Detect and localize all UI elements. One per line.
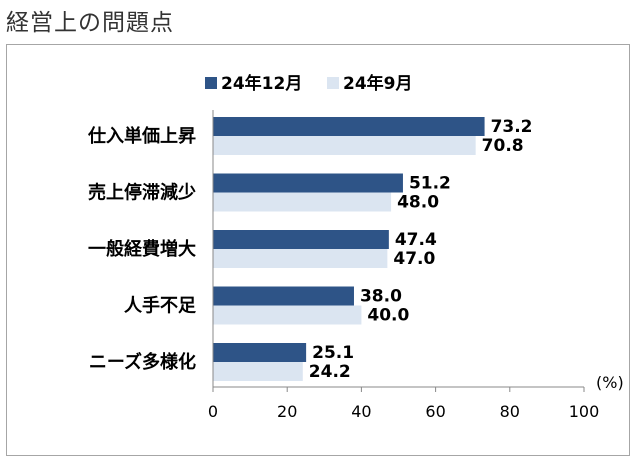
x-tick-label: 40 [351,402,371,421]
data-label: 51.2 [409,174,451,194]
legend: 24年12月 24年9月 [205,73,413,94]
data-label: 48.0 [397,193,439,213]
data-label: 47.4 [395,230,437,250]
category-label: 一般経費増大 [88,238,196,260]
data-label: 47.0 [393,249,435,269]
legend-label-1: 24年12月 [221,73,302,94]
x-tick-label: 100 [569,402,600,421]
data-label: 70.8 [482,136,524,156]
data-label: 24.2 [309,362,351,382]
legend-label-2: 24年9月 [343,73,413,94]
category-label: ニーズ多様化 [89,351,196,373]
chart-frame [6,44,630,456]
x-tick-label: 80 [500,402,520,421]
bar [213,362,303,381]
plot-area: 仕入単価上昇 73.270.8 売上停滞減少 51.248.0 一般経費増大 47.447… [87,117,533,382]
bar [213,249,388,268]
x-tick-label: 60 [425,402,445,421]
bar [213,136,476,155]
data-label: 40.0 [367,306,409,326]
bar [213,173,403,193]
x-axis: 0 20 40 60 80 100 (%) [208,110,624,421]
bar [213,117,485,136]
data-label: 38.0 [360,287,402,307]
x-tick-label: 20 [277,402,297,421]
data-label: 73.2 [491,117,533,137]
data-label: 25.1 [312,343,354,363]
unit-label: (%) [596,373,624,392]
bar [213,286,354,306]
bar [213,230,389,249]
category-label: 仕入単価上昇 [87,125,196,147]
x-tick-label: 0 [208,402,218,421]
category-label: 売上停滞減少 [88,182,196,204]
bar [213,305,362,325]
bar [213,343,307,362]
legend-swatch-2 [327,77,339,89]
legend-swatch-1 [205,77,217,89]
page-title: 経営上の問題点 [6,10,174,36]
category-label: 人手不足 [124,295,196,317]
bar [213,192,392,212]
